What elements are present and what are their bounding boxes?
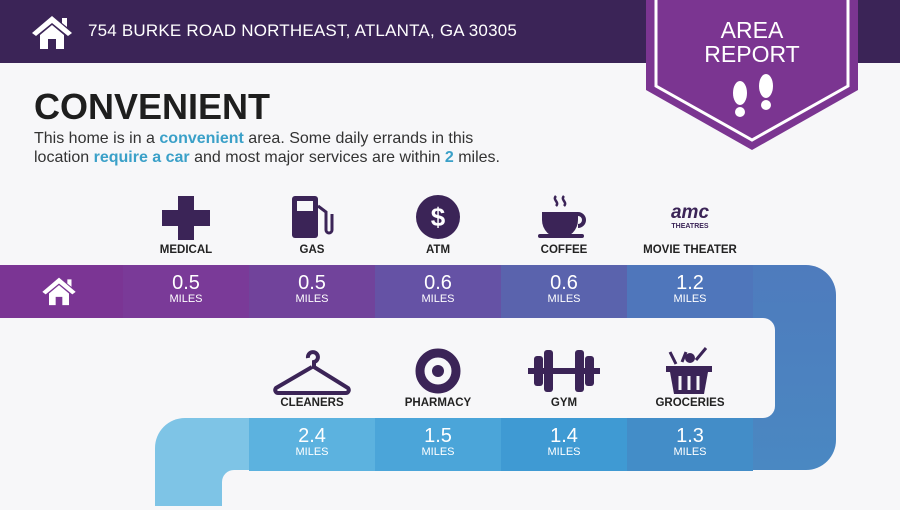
- grocery-basket-icon: [650, 346, 730, 396]
- distance-unit: MILES: [547, 446, 581, 458]
- category-label: PHARMACY: [404, 397, 472, 409]
- desc-text: and most major services are within: [189, 149, 445, 166]
- distance-unit: MILES: [169, 293, 203, 305]
- distance-cell: 0.6 MILES: [375, 265, 501, 318]
- distance-unit: MILES: [295, 446, 329, 458]
- distance-value: 0.5: [172, 272, 200, 294]
- distance-value: 1.2: [676, 272, 704, 294]
- distance-unit: MILES: [421, 446, 455, 458]
- distance-unit: MILES: [421, 293, 455, 305]
- category-label: GROCERIES: [655, 397, 725, 409]
- distance-cell: 1.4 MILES: [501, 418, 627, 471]
- home-icon: [42, 277, 76, 306]
- desc-highlight: require a car: [93, 149, 190, 166]
- distance-value: 0.5: [298, 272, 326, 294]
- desc-highlight: 2: [444, 149, 454, 166]
- address: 754 BURKE ROAD NORTHEAST, ATLANTA, GA 30…: [88, 21, 518, 40]
- distance-value: 0.6: [550, 272, 578, 294]
- distance-value: 1.3: [676, 425, 704, 447]
- distance-cell: 0.5 MILES: [123, 265, 249, 318]
- category-label: GYM: [550, 397, 578, 409]
- distance-unit: MILES: [673, 446, 707, 458]
- distance-cell: 0.6 MILES: [501, 265, 627, 318]
- desc-text: This home is in a: [34, 130, 160, 147]
- distance-cell: 1.3 MILES: [627, 418, 753, 471]
- category-label: MEDICAL: [159, 244, 213, 256]
- distance-unit: MILES: [295, 293, 329, 305]
- badge-title: AREA REPORT: [646, 18, 858, 66]
- hanger-icon: [272, 346, 352, 396]
- badge-line2: REPORT: [704, 41, 800, 67]
- coffee-cup-icon: [524, 192, 604, 242]
- dumbbell-icon: [524, 346, 604, 396]
- distance-cell: 0.5 MILES: [249, 265, 375, 318]
- path-gap: [222, 470, 900, 510]
- desc-text: miles.: [453, 149, 500, 166]
- footprints-icon: [733, 74, 773, 117]
- distance-value: 1.5: [424, 425, 452, 447]
- category-label: MOVIE THEATER: [643, 244, 737, 256]
- path-gap: [0, 318, 775, 418]
- svg-text:$: $: [431, 202, 446, 232]
- category-label: GAS: [299, 244, 325, 256]
- distance-value: 2.4: [298, 425, 326, 447]
- target-icon: [398, 346, 478, 396]
- svg-text:THEATRES: THEATRES: [671, 223, 709, 230]
- home-icon: [32, 16, 72, 49]
- page-title: CONVENIENT: [34, 86, 271, 127]
- amc-logo-icon: amc THEATRES: [650, 192, 730, 242]
- medical-cross-icon: [146, 192, 226, 242]
- category-label: ATM: [425, 244, 451, 256]
- distance-unit: MILES: [673, 293, 707, 305]
- description: This home is in a convenient area. Some …: [34, 129, 634, 167]
- svg-text:amc: amc: [671, 202, 709, 223]
- dollar-icon: $: [398, 192, 478, 242]
- distance-cell: 1.5 MILES: [375, 418, 501, 471]
- distance-value: 0.6: [424, 272, 452, 294]
- distance-cell: 2.4 MILES: [249, 418, 375, 471]
- distance-cell: 1.2 MILES: [627, 265, 753, 318]
- desc-text: location: [34, 149, 94, 166]
- category-label: CLEANERS: [280, 397, 344, 409]
- desc-highlight: convenient: [159, 130, 244, 147]
- desc-text: area. Some daily errands in this: [243, 130, 474, 147]
- area-report-badge: [646, 0, 858, 150]
- category-label: COFFEE: [540, 244, 588, 256]
- distance-value: 1.4: [550, 425, 578, 447]
- gas-pump-icon: [272, 192, 352, 242]
- distance-unit: MILES: [547, 293, 581, 305]
- badge-line1: AREA: [720, 17, 784, 43]
